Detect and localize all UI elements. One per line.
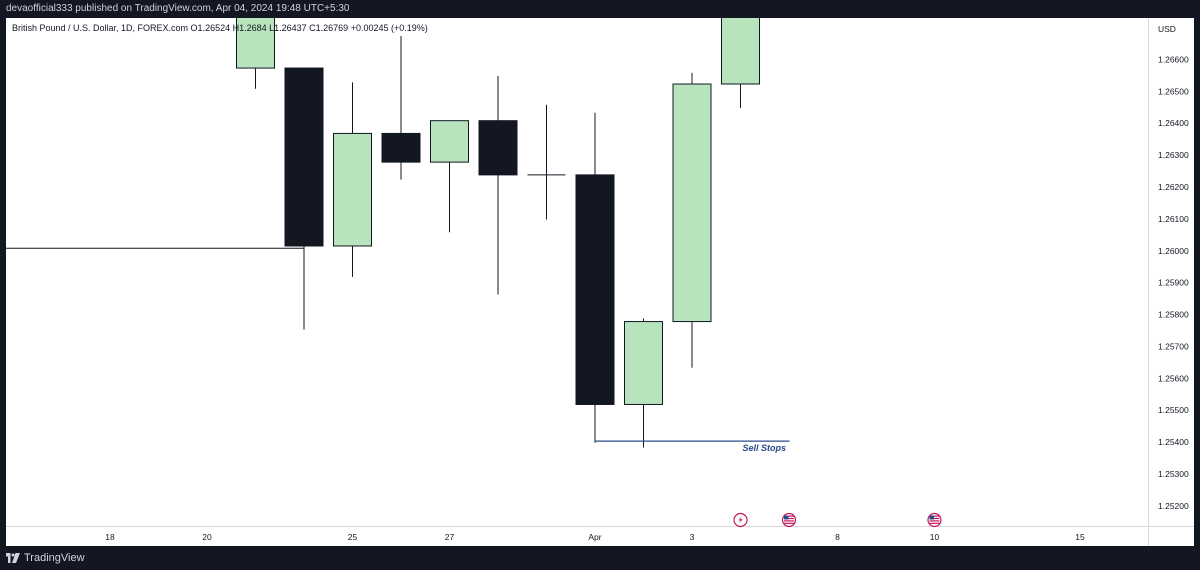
flag-stripe — [784, 520, 794, 522]
sell-stops-label: Sell Stops — [742, 443, 786, 453]
y-tick-label: 1.26300 — [1158, 150, 1189, 160]
candle-body-down[interactable] — [575, 174, 615, 405]
candle-body-up[interactable] — [333, 132, 372, 247]
bottom-bar: TradingView — [0, 546, 1200, 570]
x-tick-label: 27 — [445, 532, 455, 542]
y-tick-label: 1.25200 — [1158, 501, 1189, 511]
x-tick-label: 25 — [348, 532, 358, 542]
flag-stripe — [784, 515, 794, 517]
y-tick-label: 1.26100 — [1158, 214, 1189, 224]
x-tick-label: 20 — [202, 532, 212, 542]
x-tick-label: 10 — [930, 532, 940, 542]
y-tick-label: 1.26200 — [1158, 182, 1189, 192]
flag-stripe — [929, 520, 940, 522]
y-tick-label: 1.26400 — [1158, 118, 1189, 128]
tradingview-logo-icon — [6, 553, 20, 563]
flag-stripe — [929, 522, 940, 524]
us-flag-event-icon[interactable] — [781, 512, 797, 528]
y-tick-label: 1.25300 — [1158, 469, 1189, 479]
flag-canton — [929, 515, 934, 520]
y-tick-label: 1.26500 — [1158, 86, 1189, 96]
y-tick-label: 1.25700 — [1158, 341, 1189, 351]
tradingview-logo[interactable]: TradingView — [6, 552, 85, 564]
currency-label: USD — [1158, 24, 1176, 34]
us-flag-event-icon[interactable] — [927, 512, 942, 528]
x-tick-label: Apr — [588, 532, 601, 542]
candle-body-up[interactable] — [236, 18, 275, 69]
flag-stripe — [784, 517, 794, 520]
top-bar: devaofficial333 published on TradingView… — [0, 0, 1200, 18]
candle-body-up[interactable] — [672, 83, 712, 323]
candle-body-up[interactable] — [624, 321, 663, 405]
candle-body-up[interactable] — [721, 18, 760, 85]
y-tick-label: 1.25500 — [1158, 405, 1189, 415]
y-tick-label: 1.25900 — [1158, 278, 1189, 288]
symbol-info: British Pound / U.S. Dollar, 1D, FOREX.c… — [12, 23, 428, 33]
x-tick-label: 3 — [690, 532, 695, 542]
candlestick-chart[interactable]: USD 1.26600 1.26500 1.26400 1.26300 1.26200 1.… — [6, 18, 1194, 546]
brand-label: TradingView — [24, 552, 85, 564]
flag-stripe — [784, 522, 794, 524]
flag-stripe — [929, 517, 940, 520]
candle-body-down[interactable] — [284, 67, 324, 247]
y-tick-label: 1.25600 — [1158, 373, 1189, 383]
flag-stripe — [929, 515, 940, 517]
flag-canton — [784, 515, 789, 520]
publish-info: devaofficial333 published on TradingView… — [6, 3, 350, 14]
x-tick-label: 18 — [105, 532, 115, 542]
x-tick-label: 15 — [1075, 532, 1085, 542]
lightning-glyph — [738, 516, 743, 524]
candle-body-down[interactable] — [478, 120, 518, 176]
chart-area[interactable]: USD 1.26600 1.26500 1.26400 1.26300 1.26200 1.… — [6, 18, 1194, 546]
x-tick-label: 8 — [835, 532, 840, 542]
y-tick-label: 1.26000 — [1158, 246, 1189, 256]
y-tick-label: 1.26600 — [1158, 54, 1189, 64]
y-tick-label: 1.25400 — [1158, 437, 1189, 447]
y-tick-label: 1.25800 — [1158, 310, 1189, 320]
candle-body-up[interactable] — [430, 120, 469, 163]
candle-body-down[interactable] — [381, 132, 421, 163]
